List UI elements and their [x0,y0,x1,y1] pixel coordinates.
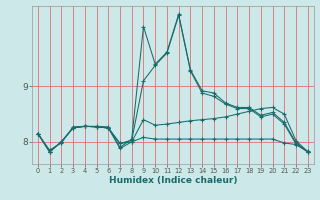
X-axis label: Humidex (Indice chaleur): Humidex (Indice chaleur) [108,176,237,185]
